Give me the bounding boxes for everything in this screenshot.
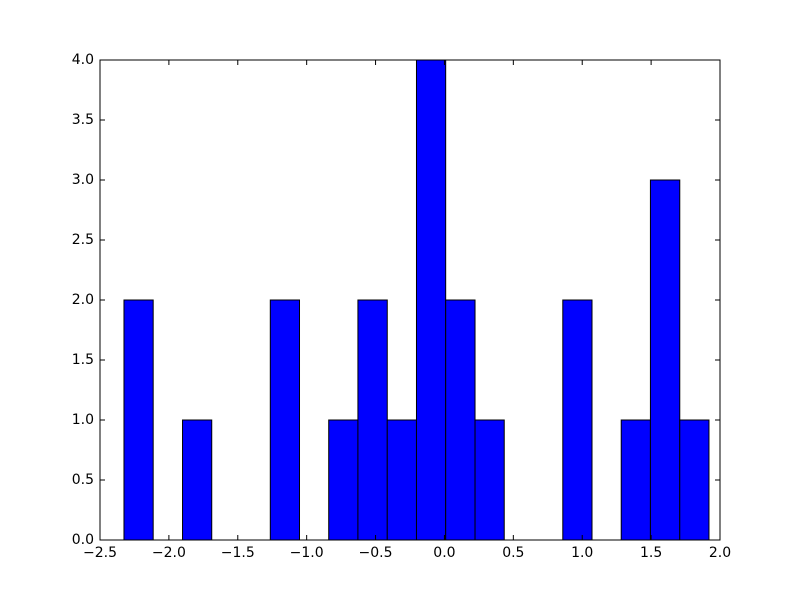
bar <box>269 299 301 541</box>
bar <box>328 419 359 541</box>
bar <box>415 59 447 541</box>
y-tick-label: 4.0 <box>72 52 94 68</box>
x-tick-label: −2.5 <box>83 545 117 561</box>
x-tick-label: 0.0 <box>433 545 455 561</box>
bar <box>620 419 651 541</box>
y-tick-label: 0.0 <box>72 532 94 548</box>
x-tick-label: 1.0 <box>571 545 593 561</box>
y-tick-label: 1.0 <box>72 412 94 428</box>
bar <box>562 299 593 541</box>
bar <box>182 419 213 541</box>
y-tick-label: 1.5 <box>72 352 94 368</box>
x-tick-label: 0.5 <box>502 545 524 561</box>
x-tick-label: −1.0 <box>290 545 324 561</box>
x-tick-label: −1.5 <box>221 545 255 561</box>
bar <box>386 419 417 541</box>
bar <box>357 299 388 541</box>
x-tick-label: −2.0 <box>152 545 186 561</box>
bar <box>679 419 710 541</box>
y-tick-label: 3.0 <box>72 172 94 188</box>
y-tick-label: 2.0 <box>72 292 94 308</box>
y-tick-label: 3.5 <box>72 112 94 128</box>
x-tick-label: 2.0 <box>709 545 731 561</box>
y-tick-label: 0.5 <box>72 472 94 488</box>
bar <box>123 299 154 541</box>
bars <box>123 59 710 541</box>
y-tick-label: 2.5 <box>72 232 94 248</box>
x-tick-label: −0.5 <box>359 545 393 561</box>
bar <box>474 419 505 541</box>
x-tick-label: 1.5 <box>640 545 662 561</box>
bar <box>445 299 476 541</box>
bar <box>649 179 681 541</box>
